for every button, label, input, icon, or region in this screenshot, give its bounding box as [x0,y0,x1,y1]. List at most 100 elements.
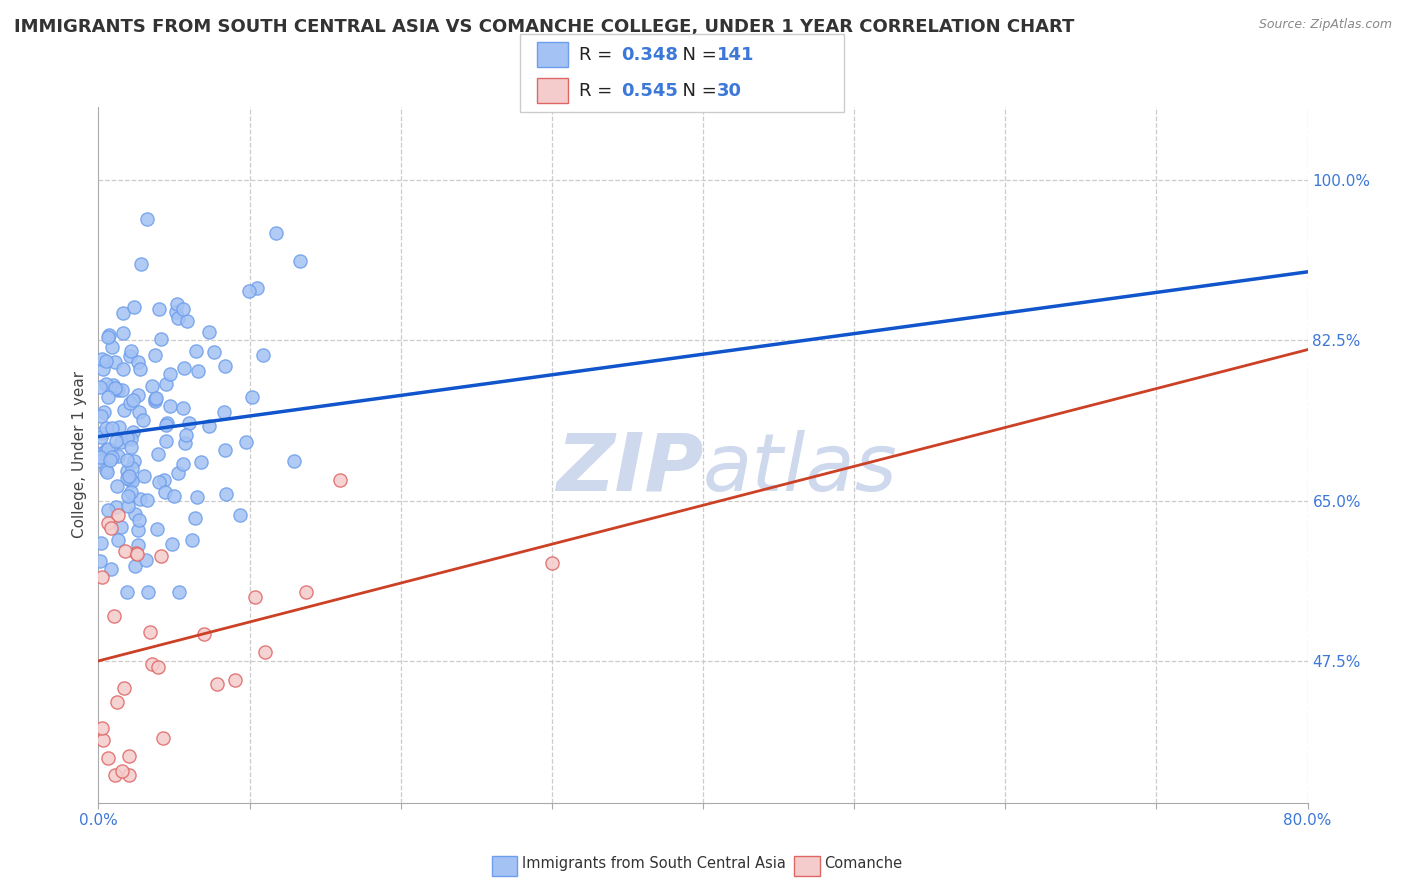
Point [124,508,146,522]
Point [103,608,125,623]
Point [89,379,111,393]
Point [111,764,134,778]
Point [104,381,127,395]
Point [152,731,174,746]
Point [94,463,117,477]
Point [141,379,163,393]
Point [148,302,170,317]
Point [184,344,207,359]
Point [148,475,170,489]
Point [111,306,134,320]
Point [105,479,128,493]
Point [120,485,142,500]
Point [100,443,122,458]
Point [176,314,198,328]
Point [90,409,112,424]
Point [166,297,188,311]
Point [214,359,236,374]
Point [283,454,305,468]
Point [122,300,145,314]
Point [121,475,143,489]
Point [172,301,194,316]
Point [91,732,114,747]
Point [105,695,128,709]
Point [128,361,150,376]
Point [121,392,143,407]
Point [118,469,141,483]
Point [117,453,139,467]
Text: Immigrants from South Central Asia: Immigrants from South Central Asia [522,856,786,871]
Y-axis label: College, Under 1 year: College, Under 1 year [72,371,87,539]
Point [186,490,208,504]
Point [101,450,124,465]
Point [124,559,146,574]
Point [254,644,277,658]
Text: 141: 141 [717,45,755,64]
Point [214,487,236,501]
Point [224,673,246,688]
Point [139,625,162,640]
Point [101,339,124,353]
Point [132,413,155,427]
Point [183,510,205,524]
Point [127,523,149,537]
Point [118,768,141,782]
Point [90,536,112,550]
Point [90,569,112,583]
Point [120,440,142,454]
Point [146,523,169,537]
Point [89,554,111,568]
Text: 0.348: 0.348 [621,45,679,64]
Point [136,585,159,599]
Point [121,461,143,475]
Point [100,520,122,534]
Point [101,421,124,435]
Point [238,284,260,298]
Point [197,325,219,339]
Point [198,418,221,433]
Point [91,361,114,376]
Point [264,226,287,240]
Point [110,434,132,449]
Point [118,469,141,483]
Point [117,489,139,503]
Point [150,549,173,564]
Point [96,354,118,368]
Point [165,304,187,318]
Point [143,348,166,362]
Text: R =: R = [579,45,619,64]
Text: N =: N = [671,45,723,64]
Text: Comanche: Comanche [824,856,903,871]
Point [115,464,138,478]
Point [212,405,235,419]
Text: atlas: atlas [703,430,898,508]
Point [104,434,127,448]
Point [96,465,118,479]
Point [173,360,195,375]
Point [127,547,149,561]
Point [89,454,111,468]
Point [127,388,149,402]
Point [187,364,209,378]
Point [128,405,150,419]
Point [173,436,195,450]
Point [129,257,152,271]
Point [167,310,190,325]
Point [155,377,177,392]
Text: IMMIGRANTS FROM SOUTH CENTRAL ASIA VS COMANCHE COLLEGE, UNDER 1 YEAR CORRELATION: IMMIGRANTS FROM SOUTH CENTRAL ASIA VS CO… [14,18,1074,36]
Point [180,533,202,548]
Point [190,455,212,469]
Point [117,749,139,764]
Point [91,351,114,366]
Point [121,425,143,439]
Point [143,394,166,409]
Point [141,657,163,672]
Point [329,473,352,487]
Point [540,556,562,570]
Point [135,493,157,508]
Point [111,326,134,340]
Point [132,468,155,483]
Point [245,590,267,604]
Text: Source: ZipAtlas.com: Source: ZipAtlas.com [1258,18,1392,31]
Point [97,751,120,765]
